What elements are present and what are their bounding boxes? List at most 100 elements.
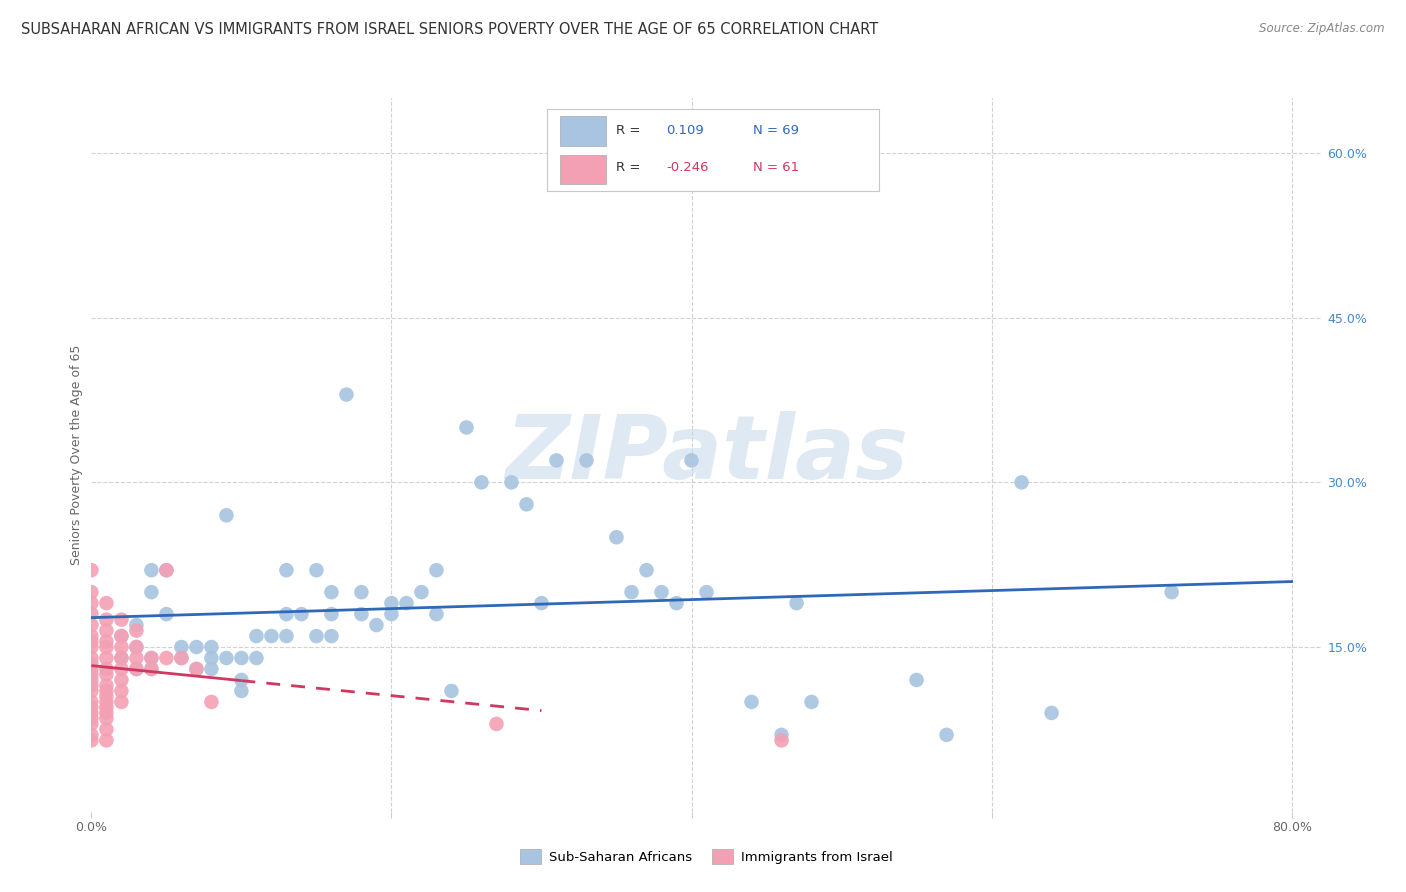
Point — [530, 596, 553, 610]
Point — [96, 624, 118, 638]
Point — [245, 651, 267, 665]
Point — [231, 684, 253, 698]
Point — [80, 700, 103, 714]
Point — [80, 728, 103, 742]
Point — [290, 607, 312, 621]
Point — [770, 728, 793, 742]
Point — [96, 640, 118, 654]
Point — [155, 607, 177, 621]
Point — [231, 651, 253, 665]
Point — [96, 667, 118, 681]
Point — [141, 662, 163, 676]
Point — [1011, 475, 1033, 490]
Point — [96, 634, 118, 648]
Point — [170, 651, 193, 665]
Point — [245, 629, 267, 643]
Point — [110, 629, 132, 643]
Point — [96, 678, 118, 692]
Text: Source: ZipAtlas.com: Source: ZipAtlas.com — [1260, 22, 1385, 36]
Point — [96, 684, 118, 698]
Point — [276, 563, 298, 577]
Point — [110, 662, 132, 676]
Point — [110, 629, 132, 643]
Point — [170, 651, 193, 665]
Point — [575, 453, 598, 467]
Point — [80, 662, 103, 676]
Point — [741, 695, 763, 709]
Point — [155, 563, 177, 577]
Point — [96, 695, 118, 709]
Point — [155, 651, 177, 665]
Point — [321, 585, 343, 599]
Point — [485, 717, 508, 731]
Point — [96, 723, 118, 737]
Point — [80, 695, 103, 709]
Point — [80, 711, 103, 725]
Point — [110, 651, 132, 665]
Point — [276, 629, 298, 643]
Point — [80, 634, 103, 648]
Point — [110, 684, 132, 698]
Point — [141, 651, 163, 665]
Point — [650, 585, 672, 599]
Point — [125, 618, 148, 632]
Point — [96, 613, 118, 627]
Point — [231, 673, 253, 687]
Text: ZIPatlas: ZIPatlas — [505, 411, 908, 499]
Point — [96, 706, 118, 720]
Point — [380, 607, 402, 621]
Point — [321, 607, 343, 621]
Point — [96, 662, 118, 676]
Point — [350, 607, 373, 621]
Point — [80, 667, 103, 681]
Point — [125, 624, 148, 638]
Point — [125, 662, 148, 676]
Point — [380, 596, 402, 610]
Point — [620, 585, 643, 599]
Point — [186, 662, 208, 676]
Point — [96, 596, 118, 610]
Point — [695, 585, 717, 599]
Point — [425, 563, 447, 577]
Point — [786, 596, 808, 610]
Point — [80, 618, 103, 632]
Point — [110, 640, 132, 654]
Point — [96, 700, 118, 714]
Point — [260, 629, 283, 643]
Point — [200, 640, 222, 654]
Point — [186, 662, 208, 676]
Point — [456, 420, 478, 434]
Point — [96, 690, 118, 704]
Point — [110, 651, 132, 665]
Point — [80, 607, 103, 621]
Point — [905, 673, 928, 687]
Point — [170, 640, 193, 654]
Point — [200, 651, 222, 665]
Point — [605, 530, 627, 544]
Point — [80, 585, 103, 599]
Point — [80, 733, 103, 747]
Point — [770, 733, 793, 747]
Point — [125, 662, 148, 676]
Point — [681, 453, 703, 467]
Point — [141, 585, 163, 599]
Point — [80, 678, 103, 692]
Point — [395, 596, 418, 610]
Point — [440, 684, 463, 698]
Point — [96, 711, 118, 725]
Point — [665, 596, 688, 610]
Y-axis label: Seniors Poverty Over the Age of 65: Seniors Poverty Over the Age of 65 — [70, 344, 83, 566]
Point — [636, 563, 658, 577]
Point — [110, 613, 132, 627]
Point — [1160, 585, 1182, 599]
Point — [200, 695, 222, 709]
Point — [110, 695, 132, 709]
Point — [411, 585, 433, 599]
Point — [215, 651, 238, 665]
Point — [110, 673, 132, 687]
Point — [155, 563, 177, 577]
Point — [1040, 706, 1063, 720]
Point — [80, 717, 103, 731]
Point — [215, 508, 238, 523]
Point — [470, 475, 492, 490]
